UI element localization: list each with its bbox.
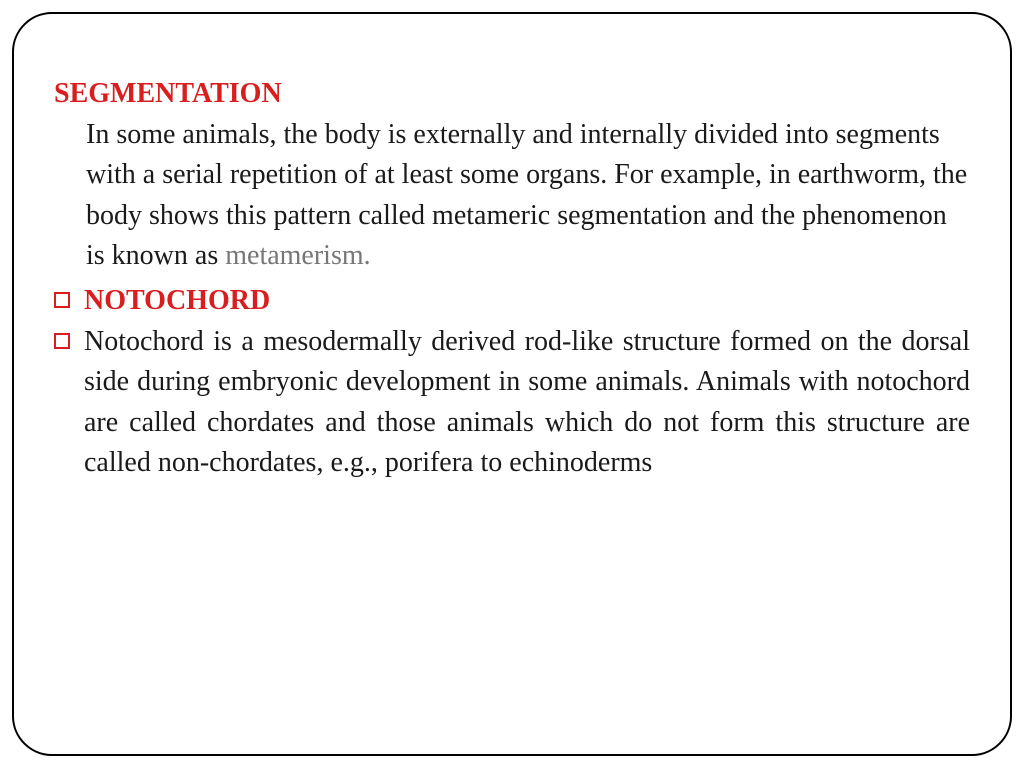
body-notochord-row: Notochord is a mesodermally derived rod-… bbox=[54, 322, 970, 484]
slide-content: SEGMENTATION In some animals, the body i… bbox=[54, 74, 970, 484]
heading-notochord-row: NOTOCHORD bbox=[54, 281, 970, 322]
slide-frame: SEGMENTATION In some animals, the body i… bbox=[12, 12, 1012, 756]
heading-segmentation: SEGMENTATION bbox=[54, 74, 970, 115]
body-notochord-text: Notochord is a mesodermally derived rod-… bbox=[84, 326, 970, 479]
section-notochord: NOTOCHORD Notochord is a mesodermally de… bbox=[54, 281, 970, 484]
body-segmentation: In some animals, the body is externally … bbox=[54, 115, 970, 277]
square-bullet-icon bbox=[54, 333, 70, 349]
section-segmentation: SEGMENTATION In some animals, the body i… bbox=[54, 74, 970, 277]
body-segmentation-muted: metamerism. bbox=[218, 240, 370, 271]
heading-notochord: NOTOCHORD bbox=[84, 281, 270, 322]
body-notochord: Notochord is a mesodermally derived rod-… bbox=[84, 322, 970, 484]
square-bullet-icon bbox=[54, 292, 70, 308]
